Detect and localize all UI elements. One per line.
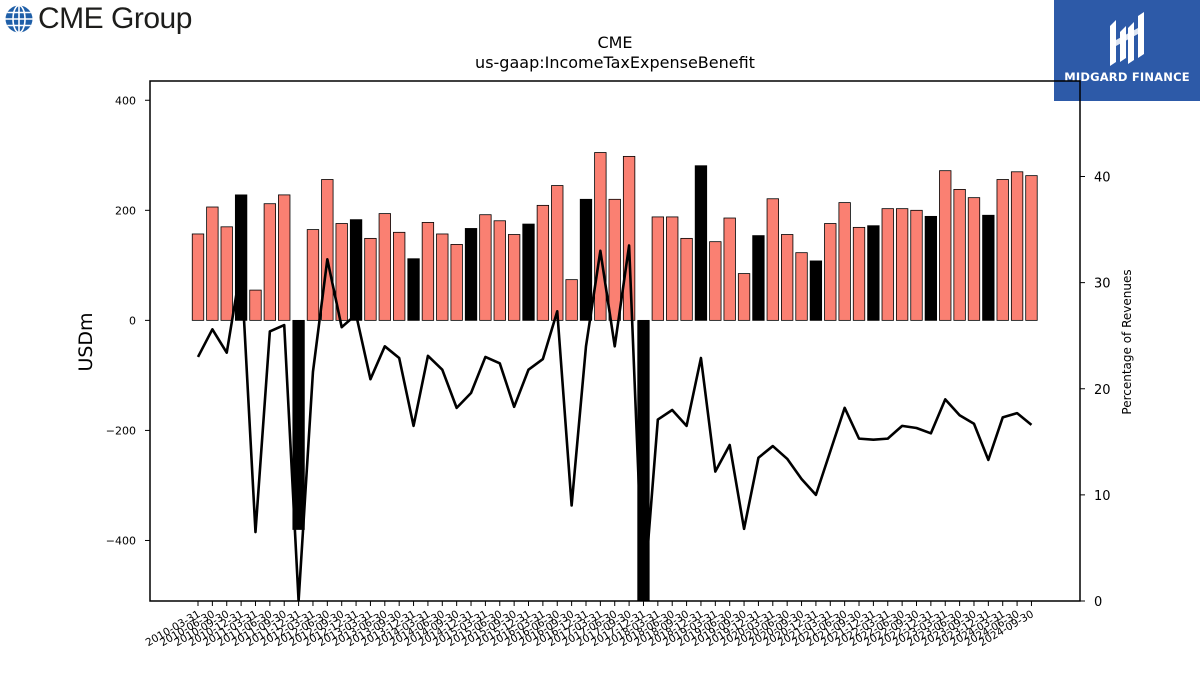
bar-2023-12-31 — [982, 214, 995, 321]
bar-2019-06-30 — [723, 217, 736, 321]
y2-tick-label: 30 — [1094, 277, 1111, 292]
cme-brand-text: CME Group — [38, 2, 192, 35]
bar-2021-09-30 — [852, 226, 866, 321]
axes-layer: 4002000−200−4000102030402010-03-312010-0… — [106, 80, 1111, 649]
bar-2016-12-31 — [579, 198, 593, 321]
y-axis-label: USDm — [75, 312, 97, 371]
bar-2014-06-30 — [436, 233, 449, 321]
bar-2022-06-30 — [895, 208, 909, 321]
line-layer — [196, 244, 1033, 601]
bar-2017-03-31 — [594, 152, 607, 321]
y-tick-label: −400 — [106, 534, 136, 547]
bar-2019-09-30 — [737, 273, 751, 321]
bar-2015-03-31 — [479, 214, 492, 321]
bar-2016-03-31 — [536, 204, 550, 321]
percentage-of-revenues-line — [196, 244, 1033, 601]
y2-tick-label: 10 — [1094, 489, 1111, 504]
y2-tick-label: 20 — [1094, 383, 1111, 398]
bar-2014-09-30 — [450, 244, 463, 321]
bar-2018-06-30 — [666, 216, 679, 321]
midgard-finance-watermark: MIDGARD FINANCE — [1054, 0, 1200, 101]
bar-2012-12-31 — [349, 219, 363, 321]
bar-2017-09-30 — [622, 155, 636, 321]
bar-2022-09-30 — [910, 209, 923, 321]
bar-2022-12-31 — [924, 215, 938, 321]
bar-2014-03-31 — [421, 222, 435, 321]
bar-2010-03-31 — [191, 233, 205, 321]
y-tick-label: 400 — [115, 94, 136, 107]
y-tick-label: −200 — [106, 424, 136, 437]
secondary-y-axis-label: Percentage of Revenues — [1120, 269, 1134, 414]
chart-title: CME — [597, 33, 632, 52]
bar-2012-03-31 — [306, 229, 320, 321]
bar-2016-06-30 — [551, 185, 564, 321]
bar-2022-03-31 — [881, 208, 894, 321]
y-tick-label: 0 — [129, 314, 136, 327]
y-tick-label: 200 — [115, 204, 136, 217]
midgard-m-icon — [1110, 12, 1144, 66]
bar-2013-09-30 — [393, 231, 406, 321]
bar-2020-03-31 — [766, 198, 779, 321]
bar-2014-12-31 — [464, 228, 478, 321]
bar-2019-03-31 — [709, 241, 722, 321]
bar-2021-12-31 — [867, 225, 880, 321]
chart-subtitle: us-gaap:IncomeTaxExpenseBenefit — [475, 53, 755, 72]
cme-group-logo: CME Group — [4, 2, 192, 36]
bar-2015-09-30 — [507, 234, 521, 321]
bar-2023-09-30 — [967, 197, 981, 321]
bar-2013-06-30 — [378, 213, 391, 321]
bar-2012-06-30 — [321, 179, 334, 321]
bar-2023-03-31 — [939, 170, 952, 321]
y2-tick-label: 40 — [1094, 171, 1111, 186]
bar-2010-09-30 — [220, 226, 233, 321]
bar-2018-03-31 — [651, 216, 664, 321]
bar-2024-03-31 — [996, 179, 1009, 321]
y2-tick-label: 0 — [1094, 595, 1102, 610]
bar-2011-09-30 — [278, 194, 291, 321]
bar-2015-06-30 — [493, 220, 506, 321]
bar-2024-09-30 — [1025, 175, 1038, 321]
bar-2013-03-31 — [364, 237, 377, 321]
bar-2012-09-30 — [335, 223, 348, 321]
bar-2020-06-30 — [781, 234, 794, 321]
bar-2020-12-31 — [809, 260, 823, 321]
bar-2011-06-30 — [263, 203, 277, 321]
bar-2017-06-30 — [608, 198, 621, 321]
bar-2021-03-31 — [824, 223, 837, 321]
bar-2010-12-31 — [234, 194, 248, 321]
bar-2015-12-31 — [522, 223, 535, 321]
midgard-finance-label: MIDGARD FINANCE — [1064, 70, 1190, 84]
bar-2018-12-31 — [694, 165, 708, 321]
bar-2013-12-31 — [407, 258, 420, 321]
bar-2020-09-30 — [795, 252, 808, 321]
bar-2010-06-30 — [206, 206, 219, 321]
bar-2023-06-30 — [953, 188, 966, 321]
bar-2024-06-30 — [1010, 171, 1024, 321]
bar-2011-03-31 — [249, 289, 262, 321]
bar-2021-06-30 — [838, 202, 851, 321]
bar-2016-09-30 — [565, 279, 578, 321]
cme-globe-icon — [5, 4, 33, 34]
bar-2011-12-31 — [292, 319, 305, 530]
bar-2019-12-31 — [752, 235, 765, 321]
bars-layer — [191, 152, 1038, 602]
bar-2018-09-30 — [680, 237, 693, 321]
